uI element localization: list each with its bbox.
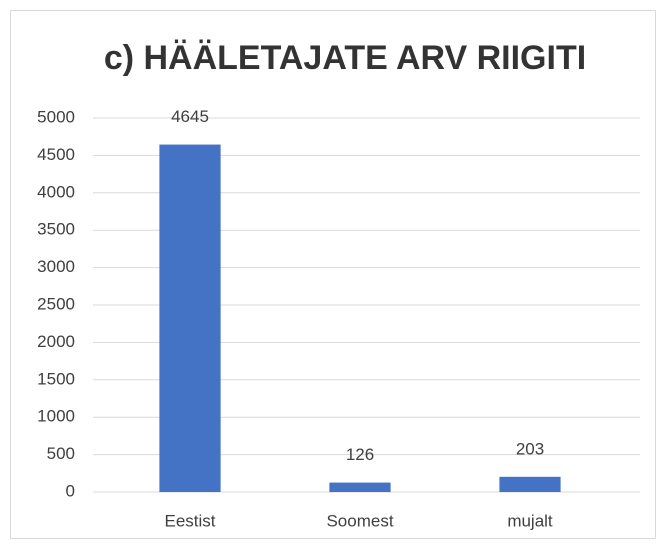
bar [499, 476, 561, 492]
chart-border [10, 10, 656, 539]
x-tick-label: mujalt [507, 511, 553, 530]
bar [329, 482, 391, 492]
data-label: 203 [516, 439, 544, 458]
data-label: 4645 [171, 107, 209, 126]
chart-title: c) HÄÄLETAJATE ARV RIIGITI [104, 39, 586, 77]
y-tick-label: 1000 [37, 407, 75, 426]
x-tick-label: Soomest [326, 511, 393, 530]
y-tick-label: 3500 [37, 220, 75, 239]
data-label: 126 [346, 445, 374, 464]
y-tick-label: 2500 [37, 294, 75, 313]
y-tick-label: 2000 [37, 332, 75, 351]
y-tick-label: 4500 [37, 145, 75, 164]
y-tick-label: 1500 [37, 369, 75, 388]
y-tick-label: 5000 [37, 107, 75, 126]
y-tick-label: 4000 [37, 182, 75, 201]
bar [159, 144, 221, 492]
y-tick-label: 500 [47, 444, 75, 463]
y-tick-label: 0 [66, 481, 75, 500]
y-tick-label: 3000 [37, 257, 75, 276]
x-tick-label: Eestist [164, 511, 215, 530]
